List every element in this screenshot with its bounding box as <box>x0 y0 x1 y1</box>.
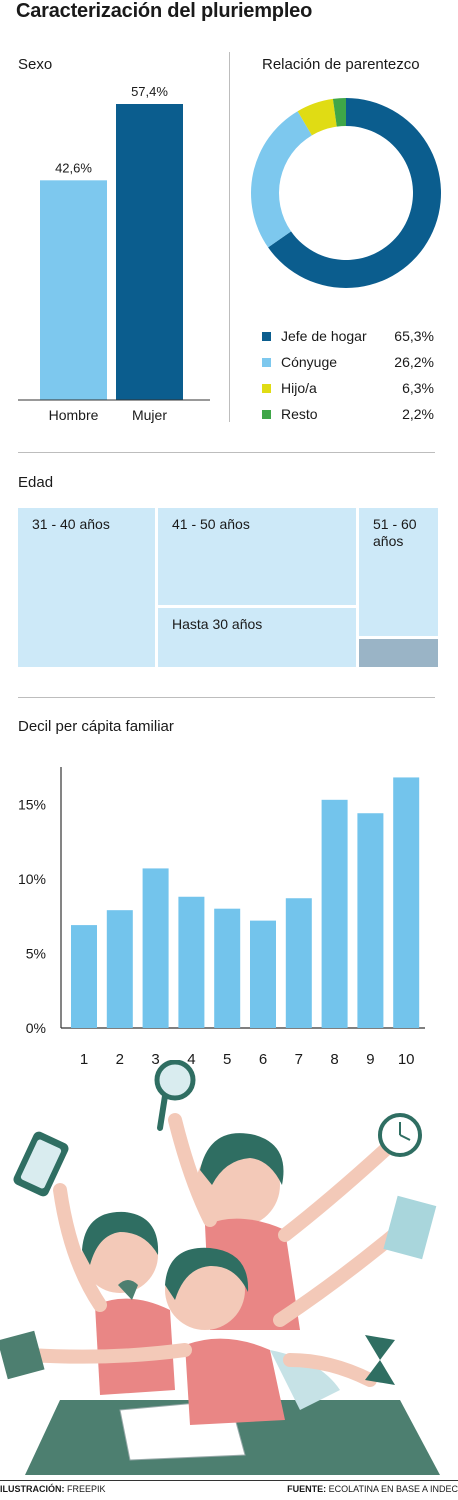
parentesco-donut <box>251 98 441 288</box>
decil-xtick-label: 3 <box>151 1051 159 1068</box>
footer-credit: ILUSTRACIÓN: FREEPIK <box>0 1484 106 1494</box>
decil-bar-10 <box>393 777 420 1028</box>
footer-source-value: ECOLATINA EN BASE A INDEC <box>328 1484 458 1494</box>
decil-bar-5 <box>214 908 241 1028</box>
legend-label: Resto <box>281 406 318 422</box>
decil-ytick-label: 5% <box>26 945 46 961</box>
legend-label: Cónyuge <box>281 354 338 370</box>
decil-bar-3 <box>142 868 169 1028</box>
decil-bar-6 <box>250 920 276 1028</box>
footer-credit-value: FREEPIK <box>67 1484 106 1494</box>
decil-xtick-label: 9 <box>366 1051 374 1068</box>
legend-value: 65,3% <box>394 328 434 344</box>
decil-xtick-label: 1 <box>80 1051 88 1068</box>
decil-bar-8 <box>321 799 348 1028</box>
divider-1 <box>18 452 435 453</box>
illustration <box>0 1060 440 1475</box>
parentesco-label: Relación de parentezco <box>262 56 420 73</box>
legend-value: 2,2% <box>402 406 434 422</box>
decil-bar-1 <box>71 925 97 1028</box>
decil-bar-2 <box>106 910 133 1028</box>
decil-ytick-label: 0% <box>26 1020 46 1036</box>
decil-bar-9 <box>357 813 384 1028</box>
treemap-cell-41-50: 41 - 50 años <box>158 508 356 605</box>
edad-label: Edad <box>18 474 54 491</box>
footer-rule <box>0 1480 458 1481</box>
footer-credit-label: ILUSTRACIÓN: <box>0 1484 65 1494</box>
magnifier-icon <box>154 1060 196 1101</box>
divider-vertical <box>229 52 230 422</box>
handset-icon <box>118 1280 138 1300</box>
decil-xtick-label: 8 <box>330 1051 338 1068</box>
decil-xtick-label: 4 <box>187 1051 195 1068</box>
footer-source-label: FUENTE: <box>287 1484 327 1494</box>
page-title: Caracterización del pluriempleo <box>16 0 313 22</box>
sexo-category-label-1: Mujer <box>132 407 167 423</box>
legend-item: Hijo/a 6,3% <box>262 380 434 396</box>
treemap-cell-hasta-30: Hasta 30 años <box>158 608 356 667</box>
treemap-cell-51-60: 51 - 60 años <box>359 508 438 636</box>
decil-xtick-label: 5 <box>223 1051 231 1068</box>
legend-item: Resto 2,2% <box>262 406 434 422</box>
donut-slice-3 <box>332 98 346 127</box>
legend-value: 6,3% <box>402 380 434 396</box>
sexo-bar-1 <box>116 104 183 400</box>
sexo-bar-0 <box>40 180 107 400</box>
treemap-cell-other <box>359 639 438 667</box>
legend-item: Jefe de hogar 65,3% <box>262 328 434 344</box>
decil-xtick-label: 10 <box>398 1051 415 1068</box>
footer-source: FUENTE: ECOLATINA EN BASE A INDEC <box>287 1484 458 1494</box>
donut-slice-1 <box>251 111 312 248</box>
sexo-category-label-0: Hombre <box>49 407 99 423</box>
decil-xtick-label: 6 <box>259 1051 267 1068</box>
sexo-label: Sexo <box>18 56 53 73</box>
decil-label: Decil per cápita familiar <box>18 718 174 735</box>
decil-bar-7 <box>285 898 312 1028</box>
donut-slice-0 <box>268 98 441 288</box>
sexo-chart: 42,6% Hombre 57,4% Mujer <box>18 84 210 423</box>
legend-value: 26,2% <box>394 354 434 370</box>
decil-ytick-label: 10% <box>18 871 46 887</box>
sexo-value-label-0: 42,6% <box>55 160 92 175</box>
legend-swatch <box>262 409 271 419</box>
sexo-value-label-1: 57,4% <box>131 84 168 99</box>
donut-slice-2 <box>297 98 337 136</box>
decil-ytick-label: 15% <box>18 796 46 812</box>
document-icon <box>383 1195 437 1260</box>
hourglass-icon <box>365 1335 395 1385</box>
legend-swatch <box>262 357 271 367</box>
decil-xtick-label: 7 <box>295 1051 303 1068</box>
legend-swatch <box>262 331 271 341</box>
legend-label: Hijo/a <box>281 380 317 396</box>
treemap-cell-31-40: 31 - 40 años <box>18 508 155 667</box>
legend-label: Jefe de hogar <box>281 328 367 344</box>
calendar-icon <box>0 1330 45 1380</box>
legend-item: Cónyuge 26,2% <box>262 354 434 370</box>
decil-chart: 0% 5% 10% 15% 1 2 3 4 5 6 7 8 9 10 <box>18 767 425 1068</box>
decil-bar-4 <box>178 896 205 1028</box>
divider-2 <box>18 697 435 698</box>
decil-xtick-label: 2 <box>116 1051 124 1068</box>
legend-swatch <box>262 383 271 393</box>
